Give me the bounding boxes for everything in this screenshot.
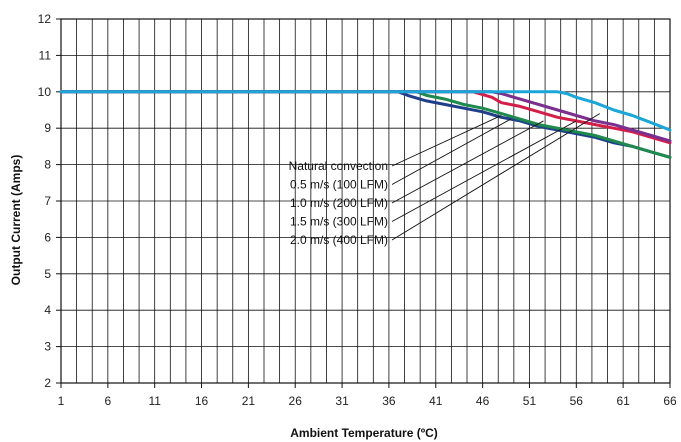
y-tick-label: 4 (44, 303, 51, 317)
series-line-ms05 (59, 90, 672, 159)
y-tick-label: 7 (44, 194, 51, 208)
leader-line-ms05 (391, 118, 511, 185)
x-tick-label: 11 (148, 394, 161, 408)
y-axis-title: Output Current (Amps) (9, 155, 23, 286)
leader-line-ms10 (391, 120, 544, 204)
legend: Natural convection 0.5 m/s (100 LFM) 1.0 m… (289, 159, 388, 247)
x-tick-label: 61 (616, 394, 630, 408)
series-line-ms20 (59, 90, 672, 132)
x-tick-label: 66 (663, 394, 677, 408)
x-tick-label: 46 (476, 394, 490, 408)
y-tick-labels: 2 3 4 5 6 7 8 9 10 11 12 (38, 12, 52, 390)
x-tick-labels: 1 6 11 16 21 26 31 36 41 46 51 56 61 66 (58, 394, 677, 408)
legend-label-ms20: 2.0 m/s (400 LFM) (290, 233, 388, 247)
series-lines (59, 90, 672, 159)
x-tick-label: 36 (382, 394, 396, 408)
y-tick-label: 5 (44, 267, 51, 281)
x-tick-label: 41 (429, 394, 443, 408)
plot-frame (56, 18, 671, 388)
x-tick-label: 1 (58, 394, 65, 408)
y-tick-label: 10 (38, 85, 52, 99)
legend-label-natural: Natural convection (289, 159, 388, 173)
series-line-natural (59, 90, 672, 159)
x-tick-label: 6 (105, 394, 112, 408)
leader-line-natural (391, 115, 502, 167)
legend-label-ms05: 0.5 m/s (100 LFM) (290, 178, 388, 192)
y-tick-label: 8 (44, 158, 51, 172)
legend-leader-lines (391, 113, 600, 241)
x-axis-title: Ambient Temperature (ºC) (290, 426, 438, 440)
y-tick-label: 6 (44, 230, 51, 244)
legend-label-ms15: 1.5 m/s (300 LFM) (290, 215, 388, 229)
x-tick-label: 26 (289, 394, 303, 408)
leader-line-ms20 (391, 113, 600, 241)
x-tick-label: 51 (523, 394, 537, 408)
x-tick-label: 56 (570, 394, 584, 408)
series-line-ms10 (59, 90, 672, 145)
y-tick-label: 2 (44, 376, 51, 390)
x-tick-label: 31 (335, 394, 349, 408)
x-tick-label: 16 (195, 394, 209, 408)
y-tick-label: 9 (44, 121, 51, 135)
legend-label-ms10: 1.0 m/s (200 LFM) (290, 196, 388, 210)
y-tick-label: 3 (44, 340, 51, 354)
leader-line-ms15 (391, 120, 577, 222)
x-tick-label: 21 (242, 394, 256, 408)
y-tick-label: 11 (39, 48, 52, 62)
y-tick-label: 12 (38, 12, 52, 26)
